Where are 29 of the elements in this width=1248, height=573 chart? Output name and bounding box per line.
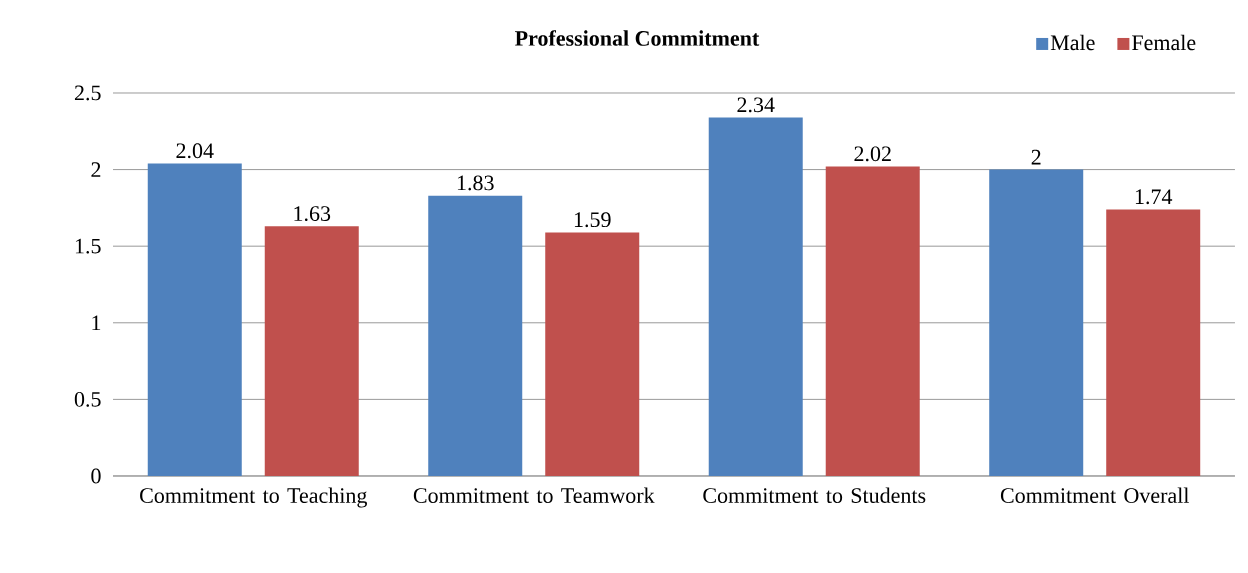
y-tick-label: 0 xyxy=(91,468,101,484)
y-tick-label: 0.5 xyxy=(74,391,101,407)
data-label: 2.04 xyxy=(176,143,214,159)
chart-title: Professional Commitment xyxy=(515,30,760,46)
y-tick-label: 1 xyxy=(92,315,101,331)
bar xyxy=(825,166,920,476)
x-tick-label: Commitment to Teaching xyxy=(140,487,367,508)
bar xyxy=(1106,209,1201,476)
y-tick-label: 2 xyxy=(91,162,101,177)
data-label: 2.34 xyxy=(737,97,775,113)
data-label: 2.02 xyxy=(854,146,891,162)
data-label: 1.59 xyxy=(574,212,611,228)
y-tick-label: 1.5 xyxy=(75,238,101,254)
bar xyxy=(545,232,640,476)
data-label: 1.63 xyxy=(294,206,331,222)
legend-label: Male xyxy=(1050,34,1095,51)
bar xyxy=(428,195,523,476)
bar xyxy=(989,169,1084,476)
data-label: 1.74 xyxy=(1135,189,1173,205)
data-label: 2 xyxy=(1031,149,1041,165)
bar xyxy=(264,226,359,476)
x-tick-label: Commitment Overall xyxy=(1000,487,1190,503)
legend-label: Female xyxy=(1132,34,1196,51)
data-label: 1.83 xyxy=(457,175,494,191)
y-tick-label: 2.5 xyxy=(74,85,101,101)
x-tick-label: Commitment to Teamwork xyxy=(413,487,655,503)
x-tick-label: Commitment to Students xyxy=(703,487,926,503)
bar xyxy=(147,163,242,476)
bar xyxy=(708,117,803,476)
